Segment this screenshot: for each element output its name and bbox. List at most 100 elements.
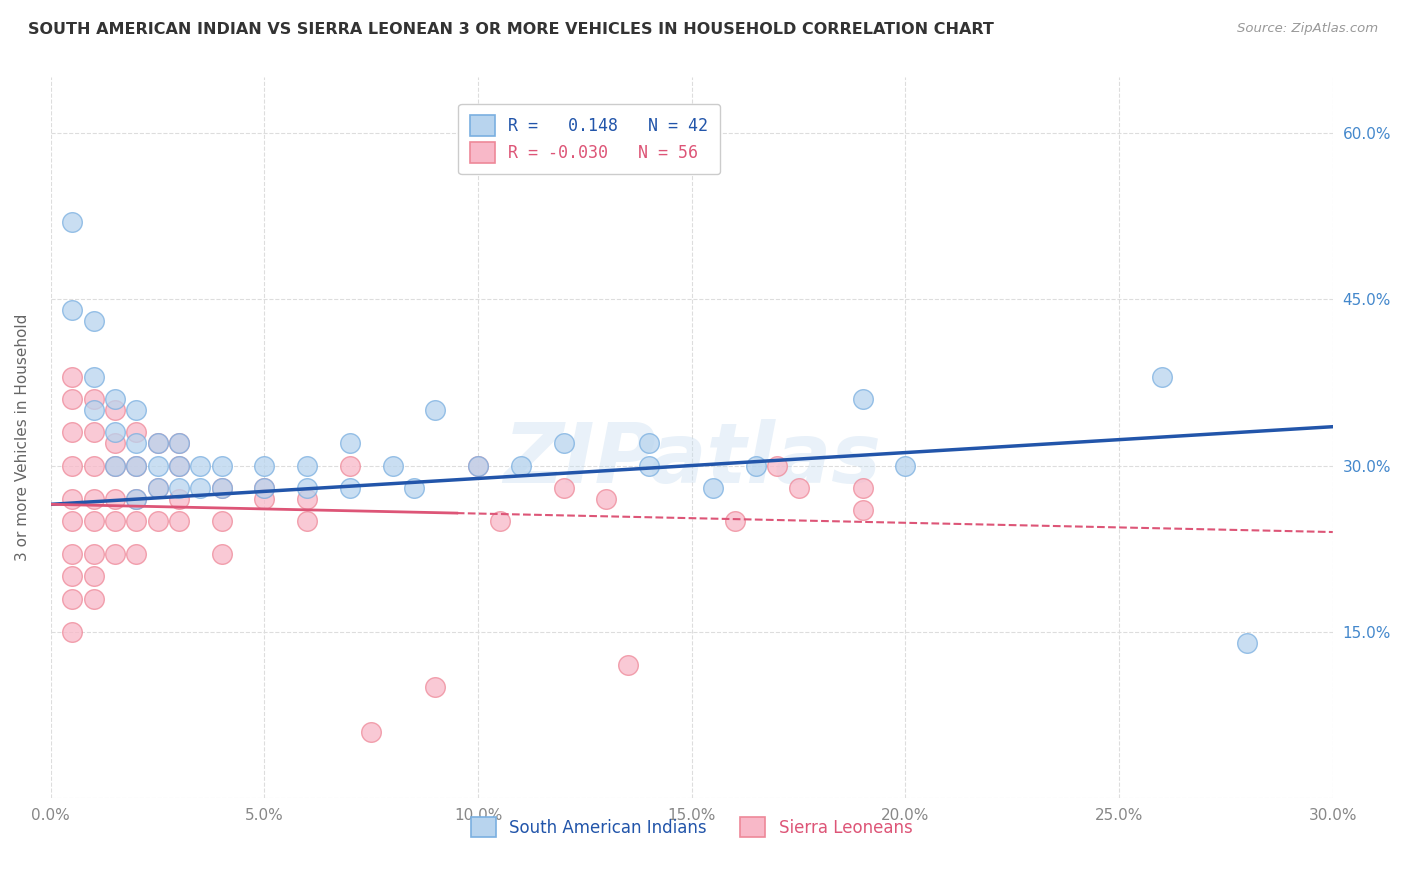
Point [297,491,319,506]
Point [83,514,105,528]
Point [146,481,169,495]
Point [60,569,83,583]
Point [402,481,425,495]
Point [425,403,447,417]
Point [253,481,276,495]
Point [104,514,127,528]
Point [83,569,105,583]
Point [852,503,875,517]
Point [467,458,489,473]
Point [146,436,169,450]
Point [83,425,105,440]
Point [745,458,768,473]
Point [104,403,127,417]
Point [104,547,127,561]
Point [339,436,361,450]
Point [723,514,745,528]
Legend: South American Indians, Sierra Leoneans: South American Indians, Sierra Leoneans [464,810,920,844]
Point [211,481,233,495]
Point [83,458,105,473]
Point [488,514,510,528]
Point [60,369,83,384]
Point [253,458,276,473]
Point [253,491,276,506]
Point [60,392,83,406]
Text: SOUTH AMERICAN INDIAN VS SIERRA LEONEAN 3 OR MORE VEHICLES IN HOUSEHOLD CORRELAT: SOUTH AMERICAN INDIAN VS SIERRA LEONEAN … [28,22,994,37]
Text: Source: ZipAtlas.com: Source: ZipAtlas.com [1237,22,1378,36]
Point [104,491,127,506]
Point [467,458,489,473]
Point [553,436,575,450]
Point [83,403,105,417]
Point [83,392,105,406]
Point [211,458,233,473]
Point [381,458,404,473]
Point [638,436,661,450]
Point [104,392,127,406]
Point [509,458,531,473]
Point [339,481,361,495]
Point [104,458,127,473]
Point [83,314,105,328]
Point [167,436,190,450]
Point [146,436,169,450]
Point [104,458,127,473]
Point [125,514,148,528]
Point [60,624,83,639]
Point [638,458,661,473]
Point [83,491,105,506]
Point [852,392,875,406]
Point [60,214,83,228]
Point [146,458,169,473]
Point [125,547,148,561]
Point [125,491,148,506]
Point [83,369,105,384]
Point [339,458,361,473]
Point [167,481,190,495]
Point [60,303,83,318]
Point [1236,636,1258,650]
Point [425,680,447,694]
Point [894,458,917,473]
Point [83,547,105,561]
Point [852,481,875,495]
Point [167,436,190,450]
Point [211,481,233,495]
Point [60,591,83,606]
Point [104,425,127,440]
Point [167,458,190,473]
Point [125,436,148,450]
Point [211,514,233,528]
Point [167,458,190,473]
Point [146,481,169,495]
Point [1150,369,1173,384]
Point [190,481,212,495]
Point [125,458,148,473]
Point [360,724,382,739]
Point [60,491,83,506]
Point [616,658,638,673]
Point [595,491,617,506]
Point [146,514,169,528]
Point [787,481,810,495]
Point [167,491,190,506]
Point [104,436,127,450]
Point [553,481,575,495]
Point [702,481,724,495]
Text: ZIPatlas: ZIPatlas [503,419,880,500]
Point [125,491,148,506]
Point [211,547,233,561]
Point [167,514,190,528]
Point [253,481,276,495]
Point [297,458,319,473]
Point [766,458,789,473]
Point [297,481,319,495]
Point [190,458,212,473]
Point [125,458,148,473]
Point [125,425,148,440]
Point [125,403,148,417]
Point [60,425,83,440]
Point [83,591,105,606]
Y-axis label: 3 or more Vehicles in Household: 3 or more Vehicles in Household [15,314,30,561]
Point [60,514,83,528]
